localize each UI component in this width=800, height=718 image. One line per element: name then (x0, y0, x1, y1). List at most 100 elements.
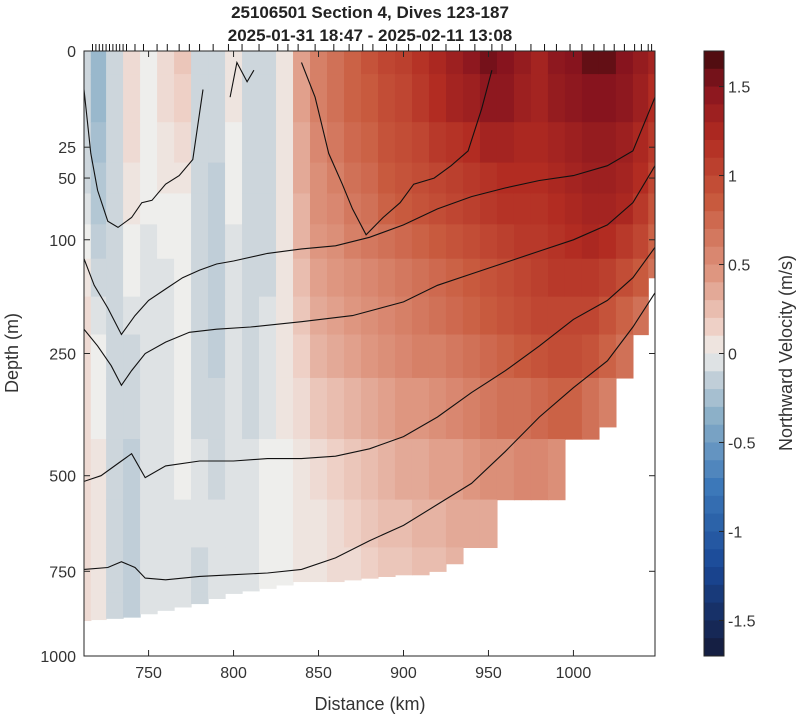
velocity-cell (174, 296, 192, 336)
velocity-cell (378, 499, 396, 549)
velocity-cell (632, 162, 649, 195)
velocity-cell (598, 51, 617, 75)
x-tick-label: 800 (220, 665, 247, 682)
velocity-cell (123, 592, 141, 618)
velocity-cell (462, 499, 481, 549)
colorbar-band (704, 638, 724, 657)
velocity-cell (174, 499, 192, 549)
velocity-cell (411, 51, 430, 75)
velocity-cell (445, 51, 464, 75)
velocity-cell (225, 162, 243, 195)
colorbar-band (704, 442, 724, 461)
velocity-cell (361, 162, 379, 195)
contour-lines (84, 60, 655, 581)
velocity-cell (394, 296, 413, 336)
velocity-cell (394, 122, 413, 164)
velocity-cell (225, 51, 243, 75)
velocity-cell (513, 439, 532, 501)
velocity-cell (632, 258, 649, 298)
velocity-cell (208, 377, 226, 440)
colorbar-band (704, 51, 724, 70)
velocity-cell (581, 224, 600, 260)
velocity-cell (174, 547, 192, 594)
velocity-cell (84, 547, 92, 594)
velocity-cell (84, 224, 92, 260)
velocity-cell (106, 439, 124, 501)
colorbar-band (704, 300, 724, 319)
velocity-cell (293, 224, 311, 260)
velocity-cell (479, 334, 498, 379)
velocity-cell (513, 258, 532, 298)
velocity-cell (581, 334, 600, 379)
velocity-cell (293, 377, 311, 440)
velocity-cell (530, 122, 549, 164)
velocity-cell (310, 51, 328, 75)
velocity-cell (598, 74, 617, 123)
velocity-cell (394, 258, 413, 298)
velocity-cell (140, 224, 158, 260)
colorbar-tick-label: 0 (728, 347, 737, 364)
velocity-cell (394, 193, 413, 225)
velocity-cell (84, 334, 92, 379)
velocity-cell (496, 439, 515, 501)
velocity-cell (411, 193, 430, 225)
velocity-cell (378, 51, 396, 75)
velocity-cell (445, 224, 464, 260)
velocity-cell (445, 193, 464, 225)
velocity-cell (428, 224, 447, 260)
velocity-cell (259, 193, 277, 225)
velocity-cell (530, 74, 549, 123)
velocity-cell (411, 439, 430, 501)
velocity-cell (276, 193, 294, 225)
velocity-cell (394, 334, 413, 379)
y-tick-label: 1000 (40, 649, 76, 666)
velocity-cell (259, 499, 277, 549)
velocity-cell (445, 296, 464, 336)
colorbar-band (704, 264, 724, 283)
velocity-cell (378, 258, 396, 298)
colorbar-band (704, 86, 724, 105)
velocity-cell (174, 592, 192, 608)
velocity-cell (530, 224, 549, 260)
colorbar-band (704, 620, 724, 639)
velocity-cell (310, 122, 328, 164)
velocity-cell (581, 258, 600, 298)
velocity-cell (394, 377, 413, 440)
velocity-cell (259, 162, 277, 195)
colorbar-band (704, 495, 724, 515)
velocity-cell (259, 258, 277, 298)
velocity-cell (276, 499, 294, 549)
velocity-cell (242, 51, 260, 75)
velocity-cell (615, 334, 634, 379)
velocity-cell (310, 439, 328, 501)
velocity-cell (564, 258, 583, 298)
velocity-cell (598, 224, 617, 260)
velocity-cell (276, 122, 294, 164)
colorbar-band (704, 317, 724, 337)
colorbar-band (704, 460, 724, 479)
velocity-cell (157, 193, 175, 225)
velocity-cell (140, 592, 158, 615)
velocity-cell (513, 193, 532, 225)
velocity-cell (378, 334, 396, 379)
colorbar-band (704, 584, 724, 604)
dive-markers (91, 44, 653, 51)
colorbar-band (704, 211, 724, 230)
velocity-cell (225, 224, 243, 260)
velocity-cell (530, 193, 549, 225)
velocity-cell (648, 224, 655, 260)
velocity-cell (648, 51, 655, 75)
colorbar-band (704, 371, 724, 390)
velocity-cell (276, 377, 294, 440)
velocity-cell (174, 377, 192, 440)
velocity-cell (242, 377, 260, 440)
colorbar-tick-label: 1 (728, 169, 737, 186)
velocity-cell (530, 162, 549, 195)
velocity-cell (615, 296, 634, 336)
velocity-cell (242, 224, 260, 260)
velocity-cell (445, 122, 464, 164)
velocity-cell (445, 258, 464, 298)
velocity-cell (344, 51, 362, 75)
velocity-cell (445, 74, 464, 123)
velocity-cell (191, 162, 209, 195)
